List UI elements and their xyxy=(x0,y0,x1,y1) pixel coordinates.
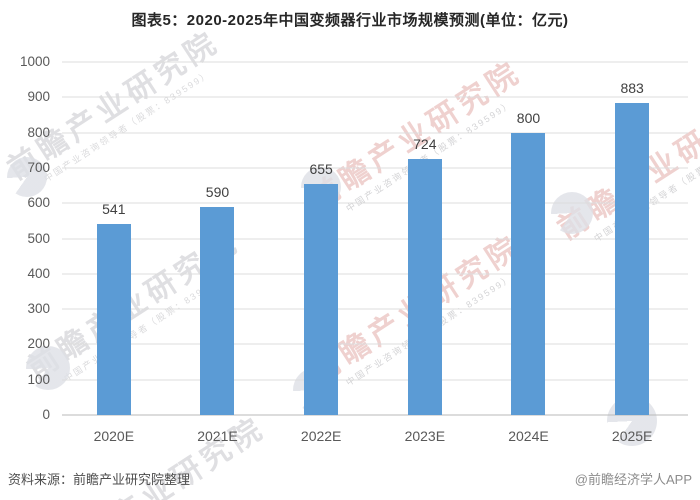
gridline xyxy=(62,343,688,345)
y-tick-label: 100 xyxy=(27,371,50,387)
gridline xyxy=(62,308,688,310)
bar-value-label: 655 xyxy=(309,160,333,177)
y-tick-label: 700 xyxy=(27,159,50,175)
y-tick-label: 300 xyxy=(27,301,50,317)
bar-slot-2023E: 724 2023E xyxy=(373,62,477,444)
bar-value-label: 883 xyxy=(620,80,644,97)
source-note: 资料来源：前瞻产业研究院整理 xyxy=(8,472,191,487)
y-tick-label: 500 xyxy=(27,230,50,246)
bar-slot-2021E: 590 2021E xyxy=(166,62,270,444)
bar-slot-2025E: 883 2025E xyxy=(580,62,684,444)
x-tick-label: 2023E xyxy=(404,428,446,444)
gridline xyxy=(62,379,688,381)
gridline xyxy=(62,167,688,169)
bar-2021E xyxy=(200,206,235,415)
y-tick-label: 1000 xyxy=(19,54,50,69)
y-tick-label: 900 xyxy=(27,89,50,105)
gridline xyxy=(62,96,688,98)
x-tick-label: 2024E xyxy=(508,428,549,444)
bar-2025E xyxy=(615,103,650,415)
y-tick-label: 800 xyxy=(27,124,50,140)
x-tick-label: 2025E xyxy=(611,428,653,444)
chart-title: 图表5：2020-2025年中国变频器行业市场规模预测(单位：亿元) xyxy=(131,12,569,29)
bar-value-label: 724 xyxy=(413,136,437,153)
plot-area: 0 100 200 300 400 500 600 700 800 900 1000 541 2020E… xyxy=(20,54,688,444)
x-axis-line xyxy=(62,414,688,416)
x-tick-label: 2022E xyxy=(300,428,342,444)
bar-2023E xyxy=(407,159,442,415)
y-tick-label: 400 xyxy=(27,265,50,281)
bar-2024E xyxy=(511,132,546,415)
bar-2020E xyxy=(96,224,131,415)
y-tick-label: 0 xyxy=(42,407,50,422)
gridline xyxy=(62,61,688,63)
bar-slot-2020E: 541 2020E xyxy=(62,62,166,444)
gridline xyxy=(62,273,688,275)
bar-value-label: 541 xyxy=(102,201,126,218)
gridline xyxy=(62,238,688,239)
x-tick-label: 2021E xyxy=(197,428,238,444)
y-tick-label: 600 xyxy=(27,195,50,211)
bar-slot-2022E: 655 2022E xyxy=(269,62,373,444)
app-credit: @前瞻经济学人APP xyxy=(574,472,692,487)
gridline xyxy=(62,202,688,204)
bar-2022E xyxy=(304,183,339,415)
gridline xyxy=(62,132,688,134)
bar-slot-2024E: 800 2024E xyxy=(477,62,581,444)
bar-value-label: 800 xyxy=(516,109,541,126)
bar-value-label: 590 xyxy=(205,183,230,200)
x-tick-label: 2020E xyxy=(93,428,135,444)
y-tick-label: 200 xyxy=(27,336,50,352)
